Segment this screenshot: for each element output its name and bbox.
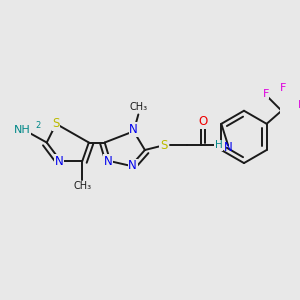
Text: 2: 2 — [35, 121, 41, 130]
Text: NH: NH — [14, 125, 31, 135]
Text: S: S — [160, 139, 167, 152]
Text: H: H — [215, 140, 223, 150]
Text: F: F — [298, 100, 300, 110]
Text: N: N — [128, 159, 137, 172]
Text: N: N — [224, 141, 233, 154]
Text: O: O — [198, 116, 208, 128]
Text: F: F — [262, 89, 269, 99]
Text: N: N — [129, 123, 138, 136]
Text: F: F — [280, 83, 287, 93]
Text: CH₃: CH₃ — [129, 102, 147, 112]
Text: N: N — [104, 155, 113, 168]
Text: CH₃: CH₃ — [73, 182, 91, 191]
Text: S: S — [52, 117, 60, 130]
Text: N: N — [55, 155, 63, 168]
